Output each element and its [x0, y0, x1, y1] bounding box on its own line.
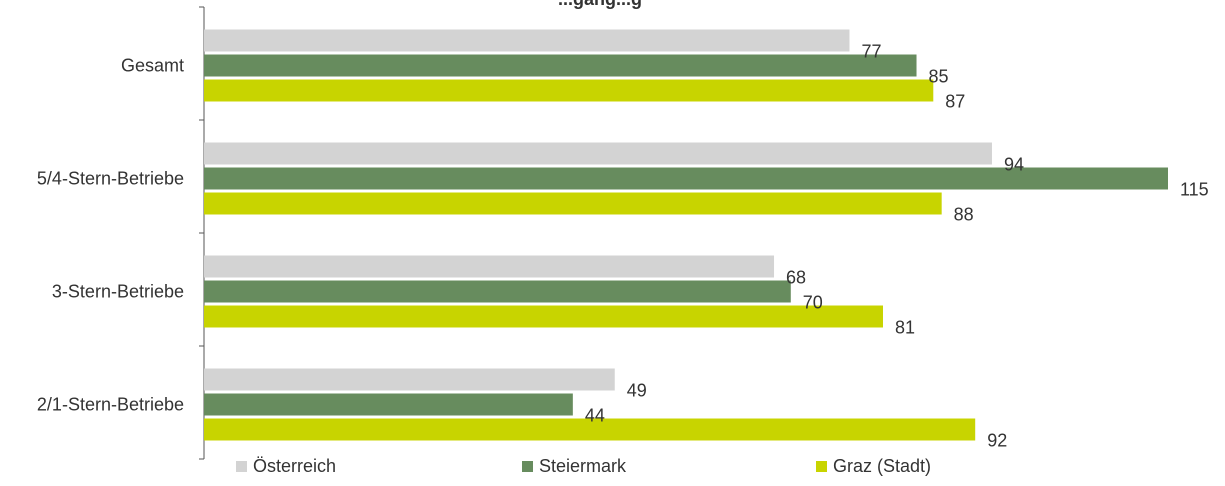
bar: [204, 305, 883, 328]
legend-swatch-steiermark: [522, 461, 533, 472]
data-label: 81: [895, 318, 915, 338]
chart-title: ...gang...g: [300, 0, 900, 10]
legend: Österreich Steiermark Graz (Stadt): [236, 456, 996, 480]
data-label: 68: [786, 268, 806, 288]
bar: [204, 280, 791, 303]
bar: [204, 29, 850, 52]
data-label: 115: [1180, 180, 1209, 200]
legend-label-steiermark: Steiermark: [539, 456, 627, 476]
legend-label-graz: Graz (Stadt): [833, 456, 932, 476]
category-label: 2/1-Stern-Betriebe: [37, 395, 184, 415]
data-label: 77: [861, 42, 881, 62]
bar: [204, 79, 934, 102]
bar: [204, 192, 942, 215]
data-label: 87: [945, 92, 965, 112]
data-label: 85: [929, 67, 949, 87]
legend-swatch-oesterreich: [236, 461, 247, 472]
bar: [204, 255, 775, 278]
data-label: 94: [1004, 155, 1024, 175]
category-label: 3-Stern-Betriebe: [52, 282, 184, 302]
bar: [204, 368, 615, 391]
data-label: 44: [585, 406, 605, 426]
category-label: Gesamt: [121, 56, 184, 76]
data-label: 92: [987, 431, 1007, 451]
data-label: 88: [954, 205, 974, 225]
category-label: 5/4-Stern-Betriebe: [37, 169, 184, 189]
bar: [204, 418, 976, 441]
bar: [204, 393, 573, 416]
data-label: 49: [627, 381, 647, 401]
legend-label-oesterreich: Österreich: [253, 456, 337, 476]
data-label: 70: [803, 293, 823, 313]
legend-item-oesterreich: Österreich: [236, 456, 336, 477]
legend-item-steiermark: Steiermark: [522, 456, 626, 477]
legend-item-graz: Graz (Stadt): [816, 456, 931, 477]
bar: [204, 142, 992, 165]
legend-swatch-graz: [816, 461, 827, 472]
bar: [204, 54, 917, 77]
bar: [204, 167, 1168, 190]
